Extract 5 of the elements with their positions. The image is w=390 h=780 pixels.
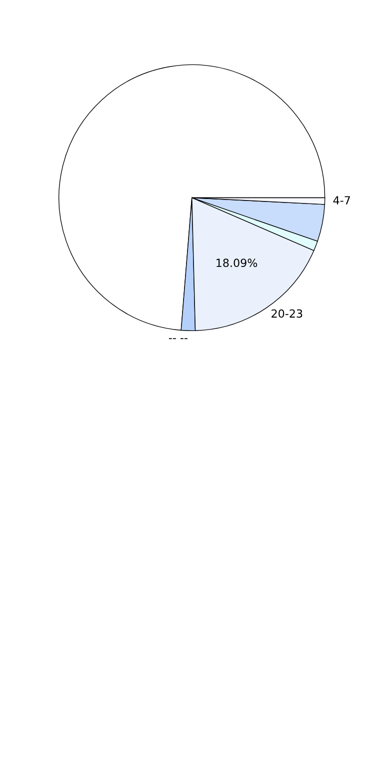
slice-label: 20-23	[272, 309, 302, 318]
slice-label: -- --	[168, 338, 188, 340]
pie-slice	[58, 64, 326, 331]
data-label: 18.09%	[216, 258, 258, 268]
slice-label: 4-7	[333, 196, 350, 204]
